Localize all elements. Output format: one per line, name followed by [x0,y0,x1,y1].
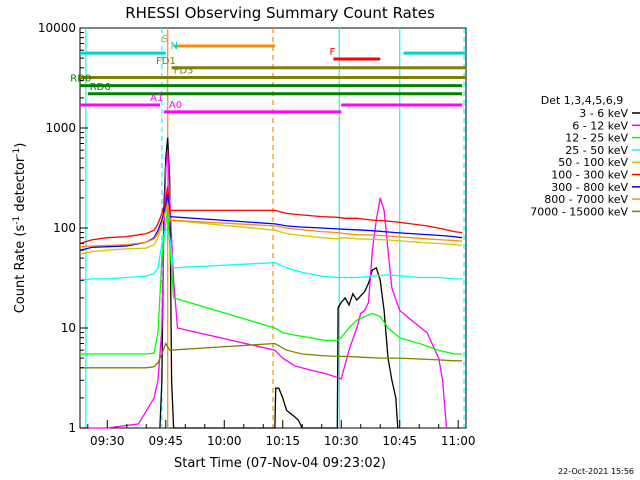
state-label-s: S [162,34,168,45]
x-axis-label: Start Time (07-Nov-04 09:23:02) [174,456,386,471]
x-tick-label: 11:00 [441,434,476,448]
series-line-2 [80,207,463,355]
state-label-fd3: FD3 [174,65,194,76]
data-series [79,137,463,429]
legend-entry-2: 12 - 25 keV [565,132,628,145]
y-axis-label: Count Rate (s-1 detector-1) [12,143,28,314]
y-tick-label: 10 [61,321,76,335]
series-line-7 [79,202,463,248]
state-label-rd0: RD0 [70,74,91,85]
state-label-a0: A0 [169,100,182,111]
y-tick-label: 1000 [45,121,76,135]
legend-entry-5: 100 - 300 keV [551,169,628,182]
series-line-8 [80,341,463,369]
legend-entry-1: 6 - 12 keV [572,119,628,132]
x-axis: 09:30 09:45 10:00 10:15 10:30 10:45 11:00 [87,420,476,448]
legend-title: Det 1,3,4,5,6,9 [541,94,624,107]
x-tick-label: 09:45 [148,434,183,448]
legend-entry-6: 300 - 800 keV [551,181,628,194]
x-tick-label: 10:15 [265,434,300,448]
legend-entry-8: 7000 - 15000 keV [530,205,628,218]
legend-entry-3: 25 - 50 keV [565,144,628,157]
legend-entry-0: 3 - 6 keV [579,107,628,120]
y-tick-label: 10000 [38,21,76,35]
state-label-a1: A1 [150,93,163,104]
series-line-3 [79,225,463,281]
series-line-5 [79,186,463,245]
legend-entry-7: 800 - 7000 keV [544,193,628,206]
x-tick-label: 10:30 [324,434,359,448]
chart-title: RHESSI Observing Summary Count Rates [125,4,435,22]
x-tick-label: 10:00 [207,434,242,448]
state-label-fd1: FD1 [156,56,176,67]
y-axis: 1 10 100 1000 10000 [38,21,88,435]
y-tick-label: 1 [68,421,76,435]
state-label-f: F [330,47,336,58]
series-line-0 [159,137,399,429]
series-line-4 [79,199,463,255]
legend-entry-4: 50 - 100 keV [558,156,628,169]
x-tick-label: 09:30 [90,434,125,448]
series-line-1 [80,150,448,429]
y-tick-label: 100 [53,221,76,235]
state-label-rd6: RD6 [90,82,111,93]
x-tick-label: 10:45 [382,434,417,448]
state-label-n: N [170,41,177,52]
timestamp: 22-Oct-2021 15:56 [558,467,634,476]
